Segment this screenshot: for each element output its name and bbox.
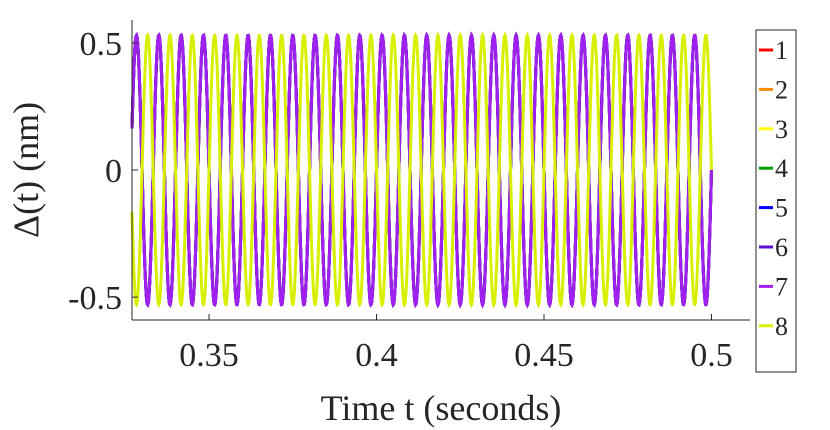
x-axis-label: Time t (seconds)	[321, 388, 562, 428]
series-line-8	[130, 31, 713, 309]
legend-label-8: 8	[775, 312, 788, 341]
legend-label-7: 7	[775, 272, 788, 301]
legend: 1 2 3 4 5 6 7 8	[755, 29, 797, 373]
x-tick-label: 0.5	[690, 337, 733, 374]
legend-label-1: 1	[775, 36, 788, 65]
legend-label-5: 5	[775, 194, 788, 223]
legend-box	[755, 29, 797, 373]
y-tick-label: 0.5	[80, 26, 123, 63]
x-ticks: 0.35 0.4 0.45 0.5	[179, 314, 733, 374]
x-tick-label: 0.4	[355, 337, 398, 374]
x-tick-label: 0.35	[179, 337, 239, 374]
legend-label-6: 6	[775, 233, 788, 262]
legend-label-3: 3	[775, 115, 788, 144]
legend-label-4: 4	[775, 154, 788, 183]
y-axis-label: Δ(t) (nm)	[6, 102, 46, 238]
plot-lines	[130, 31, 713, 309]
legend-label-2: 2	[775, 75, 788, 104]
y-tick-label: -0.5	[68, 280, 122, 317]
y-ticks: -0.5 0 0.5	[68, 26, 138, 317]
y-tick-label: 0	[105, 153, 122, 190]
x-tick-label: 0.45	[514, 337, 574, 374]
